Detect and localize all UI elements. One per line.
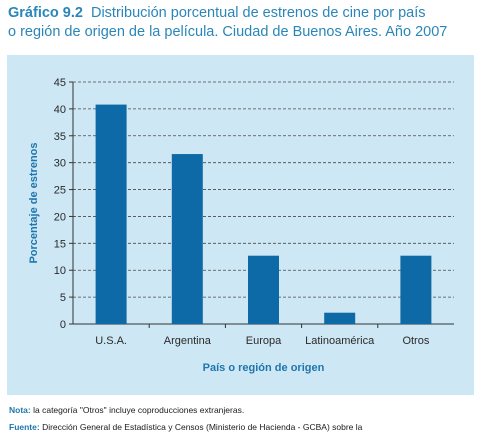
chart-area: 0 5 10 15 20 25 30 35 40 45 U.S.A. Argentina Europa L…: [7, 55, 474, 395]
y-tick-label: 45: [54, 77, 66, 89]
note-label: Nota:: [9, 405, 31, 415]
title-text-1: Distribución porcentual de estrenos de c…: [90, 5, 426, 21]
y-tick-label: 0: [60, 319, 66, 331]
chart-title: Gráfico 9.2 Distribución porcentual de e…: [8, 4, 478, 42]
y-tick-label: 35: [54, 131, 66, 143]
y-tick-label: 40: [54, 104, 66, 116]
bar-europa: [248, 255, 279, 324]
source-text: Dirección General de Estadística y Censo…: [42, 422, 363, 432]
bar-otros: [400, 255, 432, 324]
y-tick-label: 15: [54, 238, 66, 250]
source-label: Fuente:: [9, 422, 40, 432]
title-line-1: Gráfico 9.2 Distribución porcentual de e…: [8, 4, 478, 23]
y-tick-label: 20: [54, 211, 66, 223]
title-line-2: o región de origen de la película. Ciuda…: [8, 24, 448, 40]
y-tick-label: 10: [54, 265, 66, 277]
bar-chart: 0 5 10 15 20 25 30 35 40 45 U.S.A. Argentina Europa L…: [28, 77, 454, 374]
note-line: Nota: la categoría "Otros" incluye copro…: [9, 402, 479, 419]
figure-number: Gráfico 9.2: [8, 5, 83, 21]
note-text: la categoría "Otros" incluye coproduccio…: [33, 405, 245, 415]
x-tick-label: Argentina: [164, 335, 212, 347]
x-tick-label: Europa: [246, 335, 282, 347]
bar-argentina: [171, 154, 203, 324]
source-line: Fuente: Dirección General de Estadística…: [9, 419, 479, 436]
x-tick-label: U.S.A.: [95, 335, 127, 347]
x-tick-label: Latinoamérica: [305, 335, 375, 347]
y-tick-label: 25: [54, 185, 66, 197]
bar-usa: [95, 104, 127, 324]
y-tick-label: 5: [60, 292, 66, 304]
y-tick-label: 30: [54, 158, 66, 170]
footnotes: Nota: la categoría "Otros" incluye copro…: [9, 402, 479, 436]
x-tick-label: Otros: [402, 335, 429, 347]
bar-latinoamrica: [324, 312, 356, 324]
x-axis-title: País o región de origen: [203, 362, 325, 374]
y-axis-title: Porcentaje de estrenos: [28, 142, 40, 263]
